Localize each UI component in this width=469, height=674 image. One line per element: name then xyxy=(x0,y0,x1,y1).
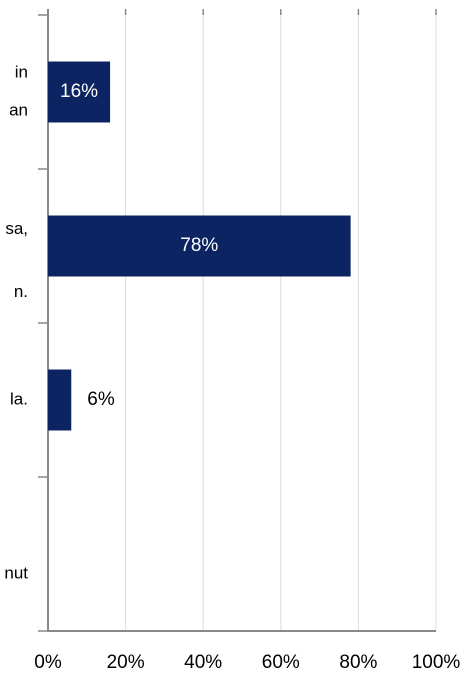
x-tick-label: 100% xyxy=(412,652,461,673)
x-tick-label: 0% xyxy=(34,652,62,673)
x-tick-label: 80% xyxy=(339,652,377,673)
category-label: in xyxy=(15,62,28,81)
category-label: an xyxy=(9,100,28,119)
bar xyxy=(48,61,111,123)
category-label: sa, xyxy=(5,219,28,238)
value-label: 78% xyxy=(180,235,218,256)
category-label: n. xyxy=(14,282,28,301)
x-tick-label: 60% xyxy=(262,652,300,673)
value-label: 16% xyxy=(60,81,98,102)
value-label: 6% xyxy=(87,389,115,410)
x-tick-label: 40% xyxy=(184,652,222,673)
bar xyxy=(48,215,351,277)
category-label: la. xyxy=(10,389,28,408)
category-label: nut xyxy=(4,563,28,582)
bar xyxy=(48,369,72,431)
x-tick-label: 20% xyxy=(107,652,145,673)
